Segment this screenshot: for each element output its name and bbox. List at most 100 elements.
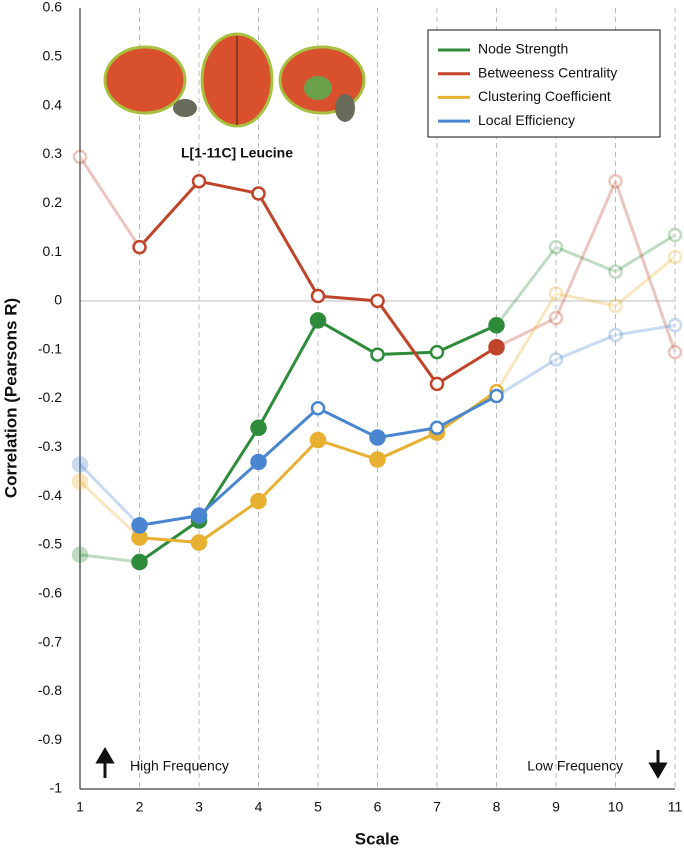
x-tick-label: 10 bbox=[608, 799, 624, 815]
marker bbox=[71, 546, 89, 563]
line-segment bbox=[197, 460, 260, 517]
y-tick-label: 0.5 bbox=[43, 48, 63, 64]
x-tick-label: 7 bbox=[433, 799, 441, 815]
y-tick-label: 0.4 bbox=[43, 96, 63, 112]
line-segment bbox=[317, 294, 378, 303]
line-segment bbox=[317, 438, 378, 461]
y-tick-label: -0.8 bbox=[38, 682, 62, 698]
line-segment bbox=[614, 255, 676, 307]
line-segment bbox=[198, 499, 260, 544]
legend-label: Local Efficiency bbox=[478, 112, 575, 128]
y-tick-label: -0.6 bbox=[38, 584, 62, 600]
y-axis-label: Correlation (Pearsons R) bbox=[1, 298, 20, 498]
line-segment bbox=[495, 358, 557, 398]
line-segment bbox=[257, 319, 320, 429]
line-segment bbox=[317, 319, 379, 356]
x-tick-label: 4 bbox=[255, 799, 263, 815]
line-segment bbox=[555, 292, 616, 308]
marker bbox=[190, 534, 208, 551]
marker bbox=[429, 344, 445, 360]
marker bbox=[250, 453, 267, 471]
line-segment bbox=[78, 156, 141, 249]
line-segment bbox=[257, 407, 320, 464]
x-tick-label: 9 bbox=[552, 799, 560, 815]
marker bbox=[429, 376, 445, 392]
marker bbox=[548, 286, 564, 301]
y-tick-label: 0.6 bbox=[43, 0, 63, 15]
x-tick-label: 6 bbox=[374, 799, 382, 815]
y-tick-label: -0.7 bbox=[38, 633, 62, 649]
marker bbox=[608, 327, 623, 343]
marker bbox=[489, 388, 504, 404]
line-segment bbox=[78, 480, 141, 539]
line-segment bbox=[139, 536, 200, 544]
line-segment bbox=[257, 192, 320, 297]
line-segment bbox=[554, 180, 617, 319]
marker bbox=[191, 174, 207, 189]
line-segment bbox=[615, 323, 676, 337]
line-segment bbox=[138, 180, 201, 249]
x-tick-label: 8 bbox=[493, 799, 501, 815]
line-segment bbox=[257, 438, 320, 503]
marker bbox=[369, 451, 386, 468]
marker bbox=[608, 264, 623, 279]
marker bbox=[190, 507, 208, 524]
legend-label: Betweeness Centrality bbox=[478, 64, 617, 80]
annotation: Low Frequency bbox=[527, 758, 623, 774]
legend: Node Strength Betweeness Centrality Cluste… bbox=[427, 29, 661, 138]
line-segment bbox=[317, 406, 379, 439]
marker bbox=[608, 174, 623, 189]
arrow-down bbox=[648, 750, 668, 779]
line-segment bbox=[436, 323, 498, 354]
line-segment bbox=[198, 179, 259, 195]
marker bbox=[131, 517, 148, 534]
legend-label: Node Strength bbox=[478, 41, 568, 57]
y-tick-label: -0.9 bbox=[38, 731, 62, 747]
line-segment bbox=[376, 300, 439, 385]
y-tick-label: -0.3 bbox=[38, 438, 62, 454]
line-segment bbox=[555, 245, 617, 273]
line-segment bbox=[376, 431, 438, 461]
marker bbox=[667, 318, 683, 333]
marker bbox=[608, 298, 623, 314]
line-segment bbox=[377, 350, 438, 357]
line-segment bbox=[436, 345, 498, 386]
x-tick-label: 5 bbox=[314, 799, 322, 815]
x-tick-label: 11 bbox=[668, 799, 683, 815]
marker bbox=[548, 352, 564, 367]
marker bbox=[667, 344, 683, 360]
marker bbox=[310, 288, 326, 304]
marker bbox=[369, 429, 386, 446]
y-tick-label: 0.2 bbox=[43, 194, 63, 210]
marker bbox=[309, 312, 327, 329]
line-segment bbox=[495, 316, 557, 349]
y-tick-label: 0.3 bbox=[43, 145, 63, 161]
marker bbox=[71, 473, 89, 490]
marker bbox=[71, 456, 89, 473]
x-tick-label: 2 bbox=[136, 799, 144, 815]
line-segment bbox=[78, 463, 141, 527]
line-segment bbox=[377, 426, 438, 440]
y-tick-label: -0.5 bbox=[38, 536, 62, 552]
marker bbox=[250, 492, 267, 510]
x-tick-label: 1 bbox=[76, 799, 84, 815]
line-segment bbox=[436, 394, 498, 430]
line-segment bbox=[495, 292, 558, 392]
y-tick-label: -0.2 bbox=[38, 389, 62, 405]
y-tick-label: -0.1 bbox=[38, 340, 62, 356]
marker bbox=[250, 419, 267, 437]
y-tick-label: -1 bbox=[50, 780, 63, 796]
marker bbox=[548, 310, 564, 326]
line-segment bbox=[139, 514, 200, 527]
marker bbox=[488, 317, 505, 334]
line-segment bbox=[79, 553, 140, 564]
x-tick-label: 3 bbox=[195, 799, 203, 815]
marker bbox=[667, 249, 683, 265]
y-tick-label: -0.4 bbox=[38, 487, 62, 503]
marker bbox=[309, 431, 327, 449]
line-segment bbox=[614, 180, 677, 353]
series bbox=[72, 149, 683, 392]
legend-label: Clustering Coefficient bbox=[478, 88, 611, 104]
